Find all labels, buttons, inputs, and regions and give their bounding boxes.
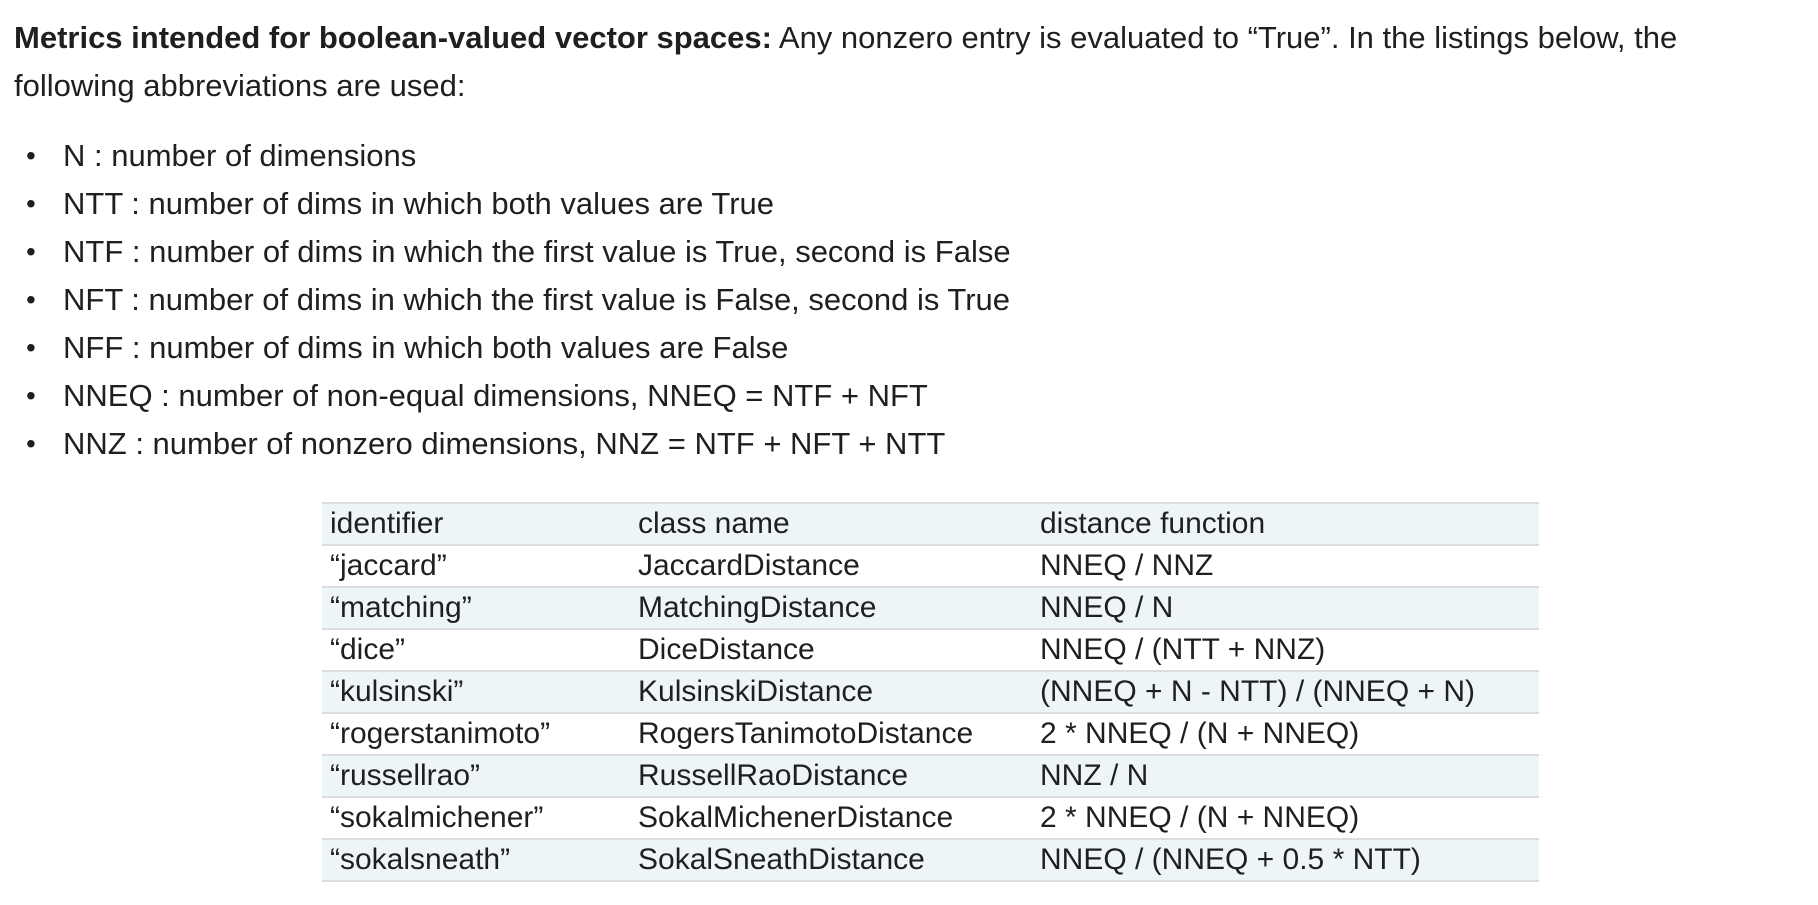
cell-class-name: JaccardDistance [630,544,1032,587]
abbreviation-item: • N : number of dimensions [14,132,1804,180]
abbreviation-item: • NTF : number of dims in which the first… [14,228,1804,276]
abbreviation-text: N : number of dimensions [63,138,417,173]
cell-class-name: SokalMichenerDistance [630,796,1032,839]
abbreviation-item: • NTT : number of dims in which both valu… [14,180,1804,228]
bullet-icon: • [26,380,36,411]
cell-distance-function: NNEQ / N [1032,586,1539,629]
cell-class-name: KulsinskiDistance [630,670,1032,713]
cell-identifier: “matching” [322,586,630,629]
header-identifier: identifier [322,502,630,545]
abbreviation-item: • NNEQ : number of non-equal dimensions, … [14,372,1804,420]
cell-identifier: “russellrao” [322,754,630,797]
intro-text: Any nonzero entry is evaluated to “True”… [14,20,1678,103]
bullet-icon: • [26,332,36,363]
cell-distance-function: NNEQ / NNZ [1032,544,1539,587]
cell-class-name: MatchingDistance [630,586,1032,629]
intro-paragraph: Metrics intended for boolean-valued vect… [14,14,1804,110]
abbreviation-text: NFT : number of dims in which the first … [63,282,1011,317]
cell-distance-function: NNEQ / (NTT + NNZ) [1032,628,1539,671]
abbreviation-item: • NFT : number of dims in which the first… [14,276,1804,324]
bullet-icon: • [26,140,36,171]
table-row: “russellrao” RussellRaoDistance NNZ / N [322,754,1539,797]
cell-identifier: “dice” [322,628,630,671]
cell-class-name: RussellRaoDistance [630,754,1032,797]
abbreviation-text: NFF : number of dims in which both value… [63,330,789,365]
table-header-row: identifier class name distance function [322,502,1539,545]
table-row: “matching” MatchingDistance NNEQ / N [322,586,1539,629]
abbreviation-list: • N : number of dimensions • NTT : number … [14,132,1804,468]
table-row: “jaccard” JaccardDistance NNEQ / NNZ [322,544,1539,587]
table-row: “kulsinski” KulsinskiDistance (NNEQ + N … [322,670,1539,713]
abbreviation-text: NNEQ : number of non-equal dimensions, N… [63,378,928,413]
cell-identifier: “kulsinski” [322,670,630,713]
cell-distance-function: 2 * NNEQ / (N + NNEQ) [1032,712,1539,755]
cell-identifier: “sokalmichener” [322,796,630,839]
table-row: “rogerstanimoto” RogersTanimotoDistance … [322,712,1539,755]
abbreviation-text: NNZ : number of nonzero dimensions, NNZ … [63,426,946,461]
cell-identifier: “jaccard” [322,544,630,587]
table-row: “sokalsneath” SokalSneathDistance NNEQ /… [322,838,1539,882]
table-row: “dice” DiceDistance NNEQ / (NTT + NNZ) [322,628,1539,671]
bullet-icon: • [26,284,36,315]
cell-distance-function: NNEQ / (NNEQ + 0.5 * NTT) [1032,838,1539,882]
cell-identifier: “sokalsneath” [322,838,630,882]
header-class-name: class name [630,502,1032,545]
header-distance-function: distance function [1032,502,1539,545]
document-body: Metrics intended for boolean-valued vect… [14,14,1804,468]
intro-bold-lead: Metrics intended for boolean-valued vect… [14,20,772,55]
abbreviation-item: • NFF : number of dims in which both valu… [14,324,1804,372]
cell-distance-function: NNZ / N [1032,754,1539,797]
cell-distance-function: (NNEQ + N - NTT) / (NNEQ + N) [1032,670,1539,713]
abbreviation-text: NTF : number of dims in which the first … [63,234,1011,269]
cell-class-name: SokalSneathDistance [630,838,1032,882]
cell-distance-function: 2 * NNEQ / (N + NNEQ) [1032,796,1539,839]
bullet-icon: • [26,188,36,219]
abbreviation-text: NTT : number of dims in which both value… [63,186,775,221]
cell-class-name: RogersTanimotoDistance [630,712,1032,755]
cell-class-name: DiceDistance [630,628,1032,671]
bullet-icon: • [26,236,36,267]
metrics-table-container: identifier class name distance function … [322,502,1539,882]
bullet-icon: • [26,428,36,459]
table-row: “sokalmichener” SokalMichenerDistance 2 … [322,796,1539,839]
abbreviation-item: • NNZ : number of nonzero dimensions, NNZ… [14,420,1804,468]
cell-identifier: “rogerstanimoto” [322,712,630,755]
metrics-table: identifier class name distance function … [322,502,1539,882]
